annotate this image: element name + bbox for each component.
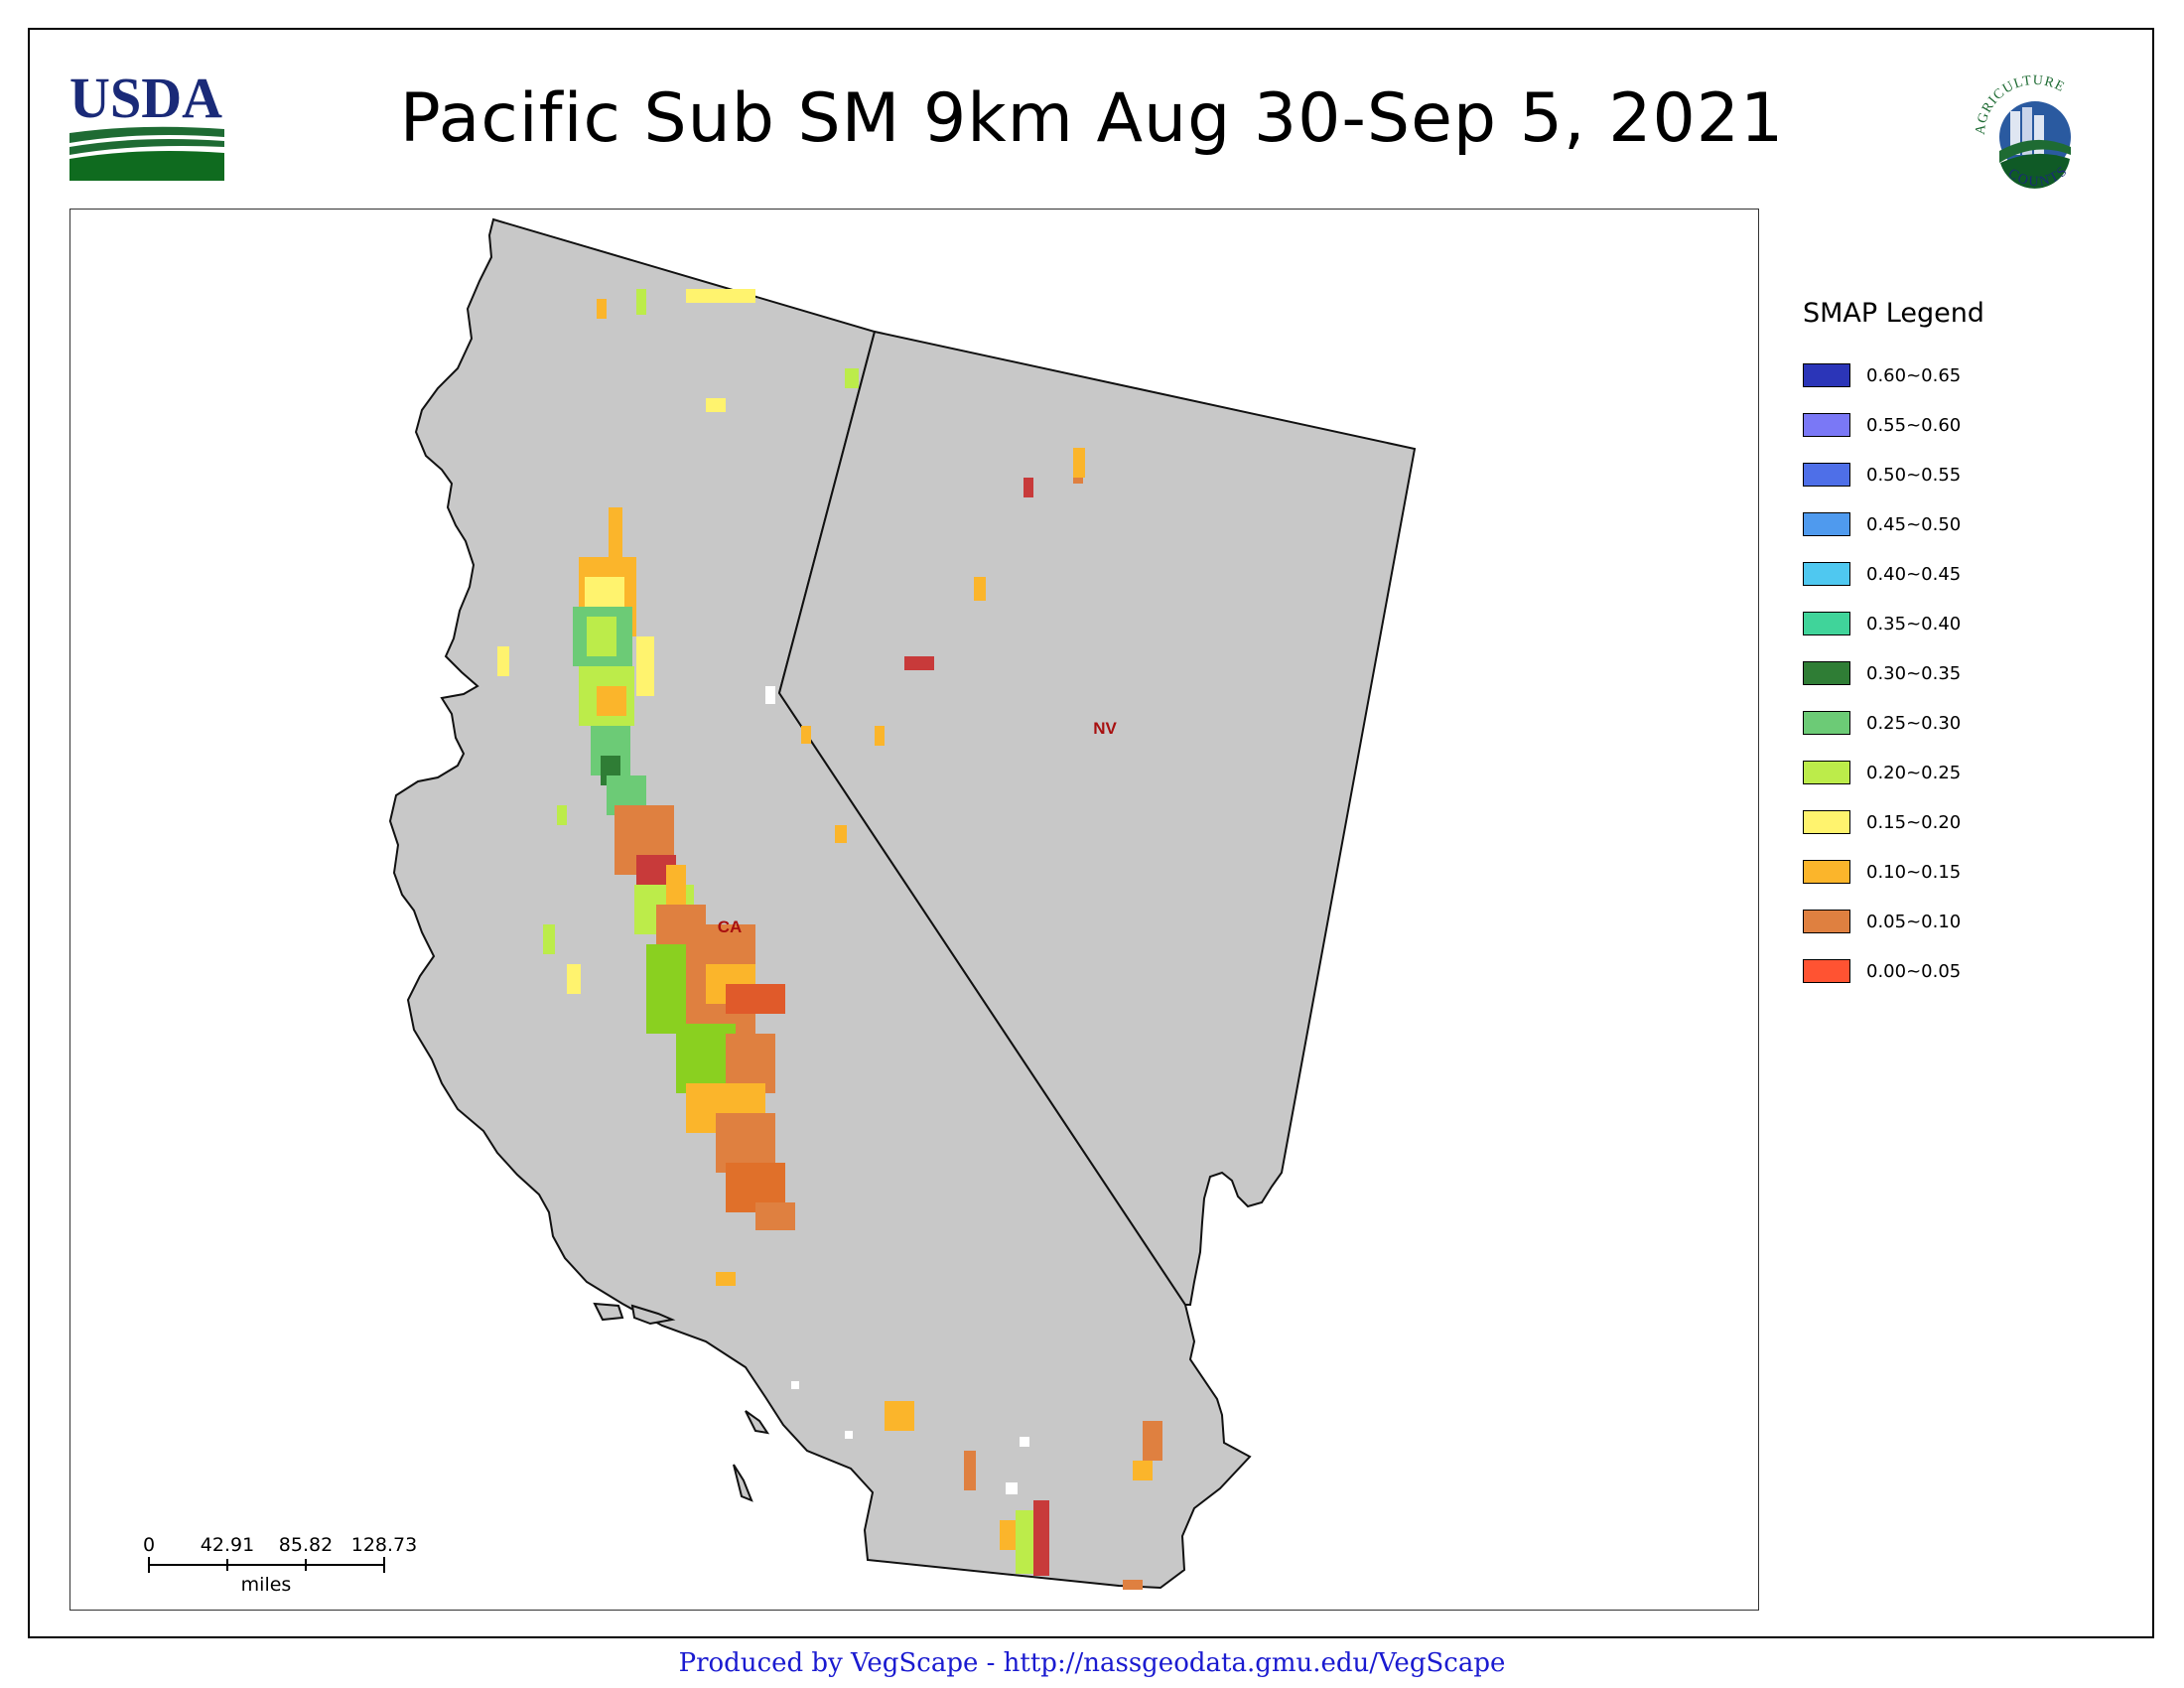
usda-logo: USDA (69, 66, 224, 181)
map-panel: CA NV (69, 209, 1759, 1611)
legend-label: 0.30~0.35 (1866, 662, 1962, 684)
scale-tick-2: 85.82 (279, 1534, 333, 1556)
sacramento-valley-moisture (573, 507, 654, 815)
legend-label: 0.00~0.05 (1866, 960, 1962, 982)
legend-items: 0.60~0.65 0.55~0.60 0.50~0.55 0.45~0.50 0.40… (1803, 351, 2120, 996)
footer-credit: Produced by VegScape - http://nassgeodat… (678, 1648, 1506, 1678)
legend-swatch (1803, 463, 1850, 487)
legend-label: 0.50~0.55 (1866, 464, 1962, 486)
san-joaquin-valley-moisture (614, 805, 795, 1230)
legend-swatch (1803, 363, 1850, 387)
scale-tick-3: 128.73 (351, 1534, 417, 1556)
scale-unit: miles (241, 1574, 292, 1596)
legend-item: 0.30~0.35 (1803, 648, 2120, 698)
legend-label: 0.20~0.25 (1866, 762, 1962, 783)
legend-item: 0.00~0.05 (1803, 946, 2120, 996)
legend-item: 0.35~0.40 (1803, 599, 2120, 648)
legend-swatch (1803, 562, 1850, 586)
page-title: Pacific Sub SM 9km Aug 30-Sep 5, 2021 (399, 79, 1785, 158)
soil-moisture-map: CA NV (388, 217, 1417, 1590)
nv-label: NV (1093, 719, 1117, 738)
legend-swatch (1803, 910, 1850, 933)
legend-item: 0.45~0.50 (1803, 499, 2120, 549)
legend-swatch (1803, 661, 1850, 685)
legend-label: 0.05~0.10 (1866, 911, 1962, 932)
scale-tick-0: 0 (143, 1534, 155, 1556)
legend-label: 0.60~0.65 (1866, 364, 1962, 386)
legend-swatch (1803, 810, 1850, 834)
legend-label: 0.35~0.40 (1866, 613, 1962, 634)
map-frame (28, 28, 2154, 1638)
legend-item: 0.20~0.25 (1803, 748, 2120, 797)
island (593, 1302, 624, 1322)
legend-item: 0.60~0.65 (1803, 351, 2120, 400)
legend-swatch (1803, 512, 1850, 536)
legend-swatch (1803, 860, 1850, 884)
nevada-moisture-patches (875, 448, 1085, 746)
legend-swatch (1803, 413, 1850, 437)
legend-swatch (1803, 711, 1850, 735)
legend-item: 0.40~0.45 (1803, 549, 2120, 599)
legend-label: 0.15~0.20 (1866, 811, 1962, 833)
no-data-pixels (765, 686, 1029, 1494)
legend-item: 0.50~0.55 (1803, 450, 2120, 499)
ca-label: CA (718, 917, 743, 936)
legend-label: 0.45~0.50 (1866, 513, 1962, 535)
scale-tick-1: 42.91 (201, 1534, 254, 1556)
legend-swatch (1803, 959, 1850, 983)
island (630, 1304, 676, 1326)
scale-bar: 0 42.91 85.82 128.73 miles (139, 1529, 437, 1599)
island (733, 1464, 753, 1502)
legend-label: 0.55~0.60 (1866, 414, 1962, 436)
legend-title: SMAP Legend (1803, 298, 1984, 329)
legend-item: 0.10~0.15 (1803, 847, 2120, 897)
legend-label: 0.25~0.30 (1866, 712, 1962, 734)
legend-item: 0.55~0.60 (1803, 400, 2120, 450)
legend-label: 0.10~0.15 (1866, 861, 1962, 883)
nevada-outline (777, 330, 1417, 1306)
legend-swatch (1803, 612, 1850, 635)
legend-swatch (1803, 761, 1850, 784)
legend-item: 0.05~0.10 (1803, 897, 2120, 946)
svg-text:USDA: USDA (69, 71, 222, 130)
legend-item: 0.25~0.30 (1803, 698, 2120, 748)
agriculture-counts-logo: AGRICULTURE COUNTS (1971, 71, 2100, 195)
legend-label: 0.40~0.45 (1866, 563, 1962, 585)
island (745, 1410, 770, 1435)
smap-legend: SMAP Legend 0.60~0.65 0.55~0.60 0.50~0.55 0… (1803, 298, 2120, 996)
scattered-moisture-patches (497, 289, 1162, 1590)
legend-item: 0.15~0.20 (1803, 797, 2120, 847)
